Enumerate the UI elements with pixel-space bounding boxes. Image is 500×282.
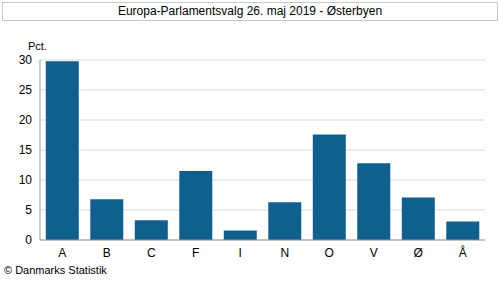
svg-text:B: B bbox=[103, 246, 111, 260]
svg-text:10: 10 bbox=[19, 173, 33, 187]
svg-text:O: O bbox=[325, 246, 334, 260]
svg-text:0: 0 bbox=[25, 233, 32, 247]
html-text:Europa-Parlamentsvalg 26. maj: Europa-Parlamentsvalg 26. maj 2019 - Øst… bbox=[117, 4, 383, 18]
svg-text:V: V bbox=[370, 246, 378, 260]
svg-text:5: 5 bbox=[25, 203, 32, 217]
svg-text:N: N bbox=[280, 246, 289, 260]
html-text:Pct.: Pct. bbox=[28, 40, 47, 52]
svg-text:A: A bbox=[58, 246, 66, 260]
svg-text:Ø: Ø bbox=[414, 246, 423, 260]
svg-text:C: C bbox=[147, 246, 156, 260]
svg-text:I: I bbox=[239, 246, 242, 260]
html-text:© Danmarks Statistik: © Danmarks Statistik bbox=[4, 264, 107, 276]
svg-text:25: 25 bbox=[19, 83, 33, 97]
svg-text:15: 15 bbox=[19, 143, 33, 157]
svg-text:F: F bbox=[192, 246, 199, 260]
svg-text:30: 30 bbox=[19, 53, 33, 67]
svg-text:20: 20 bbox=[19, 113, 33, 127]
svg-text:Å: Å bbox=[459, 245, 467, 260]
